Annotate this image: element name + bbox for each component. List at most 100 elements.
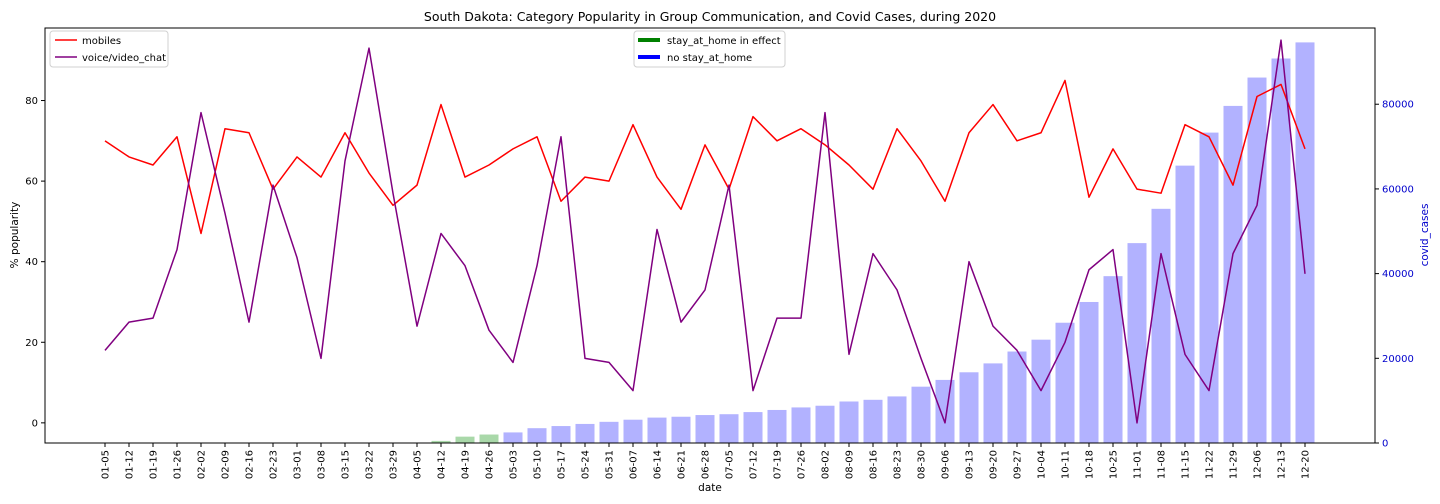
x-tick-label: 02-16	[245, 450, 256, 479]
x-tick-label: 01-19	[149, 450, 160, 479]
x-tick-label: 01-26	[173, 450, 184, 479]
x-tick-label: 07-26	[797, 450, 808, 479]
legend-voice-label: voice/video_chat	[82, 53, 166, 64]
legend-series-box	[49, 30, 169, 68]
x-tick-label: 01-05	[101, 450, 112, 479]
x-tick-label: 03-29	[389, 450, 400, 479]
x-tick-label: 12-20	[1301, 450, 1312, 479]
x-tick-label: 05-03	[509, 450, 520, 479]
covid-bar	[1295, 42, 1315, 444]
covid-bar	[1199, 132, 1219, 444]
covid-bar	[695, 415, 715, 443]
x-axis-label: date	[698, 482, 722, 494]
covid-bar	[1223, 105, 1243, 443]
x-axis: 01-05 01-12 01-19 01-26 02-02 02-09 02-16 02-23…	[101, 443, 1312, 479]
x-tick-label: 11-22	[1205, 450, 1216, 479]
y-left-tick-label: 20	[25, 338, 38, 349]
covid-bar	[503, 432, 523, 443]
x-tick-label: 07-19	[773, 450, 784, 479]
covid-bar	[1247, 77, 1267, 443]
x-tick-label: 03-01	[293, 450, 304, 479]
y-axis-right-label: covid_cases	[1419, 204, 1431, 267]
covid-bar	[983, 363, 1003, 443]
x-tick-label: 10-25	[1109, 450, 1120, 479]
covid-bar	[1175, 165, 1195, 443]
plot-frame	[44, 27, 1376, 444]
covid-bar	[815, 405, 835, 443]
x-tick-label: 04-26	[485, 450, 496, 479]
x-tick-label: 11-29	[1229, 450, 1240, 479]
covid-bar	[647, 417, 667, 443]
covid-bar	[671, 416, 691, 443]
x-tick-label: 11-01	[1133, 450, 1144, 479]
x-tick-label: 02-23	[269, 450, 280, 479]
legend-in-effect-label: stay_at_home in effect	[667, 36, 781, 47]
y-right-tick-label: 60000	[1382, 184, 1414, 195]
x-tick-label: 01-12	[125, 450, 136, 479]
y-axis-right: 0 20000 40000 60000 80000	[1375, 100, 1414, 450]
y-left-tick-label: 80	[25, 96, 38, 107]
x-tick-label: 05-10	[533, 450, 544, 479]
x-tick-label: 07-05	[725, 450, 736, 479]
covid-bar	[959, 372, 979, 443]
y-right-tick-label: 40000	[1382, 269, 1414, 280]
x-tick-label: 09-20	[989, 450, 1000, 479]
x-tick-label: 11-08	[1157, 450, 1168, 479]
series-line	[104, 79, 1306, 235]
covid-bar	[1103, 276, 1123, 443]
y-axis-left: 0 20 40 60 80	[25, 96, 45, 429]
chart-title: South Dakota: Category Popularity in Gro…	[424, 9, 996, 24]
legend-stay-box	[633, 30, 786, 68]
covid-bar	[911, 386, 931, 443]
covid-bar	[767, 409, 787, 443]
covid-bar	[599, 421, 619, 443]
x-tick-label: 06-07	[629, 450, 640, 479]
x-tick-label: 03-15	[341, 450, 352, 479]
y-left-tick-label: 40	[25, 257, 38, 268]
y-right-tick-label: 20000	[1382, 354, 1414, 365]
covid-bar	[1007, 351, 1027, 443]
x-tick-label: 08-09	[845, 450, 856, 479]
x-tick-label: 04-12	[437, 450, 448, 479]
x-tick-label: 12-13	[1277, 450, 1288, 479]
x-tick-label: 10-18	[1085, 450, 1096, 479]
x-tick-label: 11-15	[1181, 450, 1192, 479]
x-tick-label: 09-13	[965, 450, 976, 479]
legend-stay-at-home: stay_at_home in effect no stay_at_home	[633, 30, 786, 68]
x-tick-label: 05-24	[581, 450, 592, 479]
x-tick-label: 10-04	[1037, 450, 1048, 479]
covid-bar	[839, 401, 859, 443]
x-tick-label: 05-31	[605, 450, 616, 479]
x-tick-label: 02-09	[221, 450, 232, 479]
covid-bar	[791, 407, 811, 443]
covid-bar	[719, 414, 739, 443]
covid-bar	[623, 419, 643, 443]
y-right-tick-label: 80000	[1382, 100, 1414, 111]
x-tick-label: 08-16	[869, 450, 880, 479]
x-tick-label: 05-17	[557, 450, 568, 479]
covid-bar	[863, 399, 883, 443]
x-tick-label: 09-06	[941, 450, 952, 479]
covid-bar	[1127, 243, 1147, 443]
covid-bar	[479, 434, 499, 443]
x-tick-label: 04-19	[461, 450, 472, 479]
legend-mobiles-label: mobiles	[82, 36, 121, 47]
legend-series: mobiles voice/video_chat	[49, 30, 169, 68]
x-tick-label: 04-05	[413, 450, 424, 479]
covid-bar	[1079, 301, 1099, 443]
x-tick-label: 06-14	[653, 450, 664, 479]
series-line	[104, 39, 1306, 424]
x-tick-label: 03-08	[317, 450, 328, 479]
y-axis-left-label: % popularity	[9, 202, 21, 269]
covid-bar	[455, 436, 475, 443]
covid-bar	[527, 428, 547, 443]
covid-bar	[1271, 58, 1291, 443]
x-tick-label: 07-12	[749, 450, 760, 479]
covid-bar	[887, 396, 907, 443]
x-tick-label: 06-28	[701, 450, 712, 479]
x-tick-label: 09-27	[1013, 450, 1024, 479]
x-tick-label: 02-02	[197, 450, 208, 479]
x-tick-label: 03-22	[365, 450, 376, 479]
popularity-lines	[104, 39, 1306, 424]
